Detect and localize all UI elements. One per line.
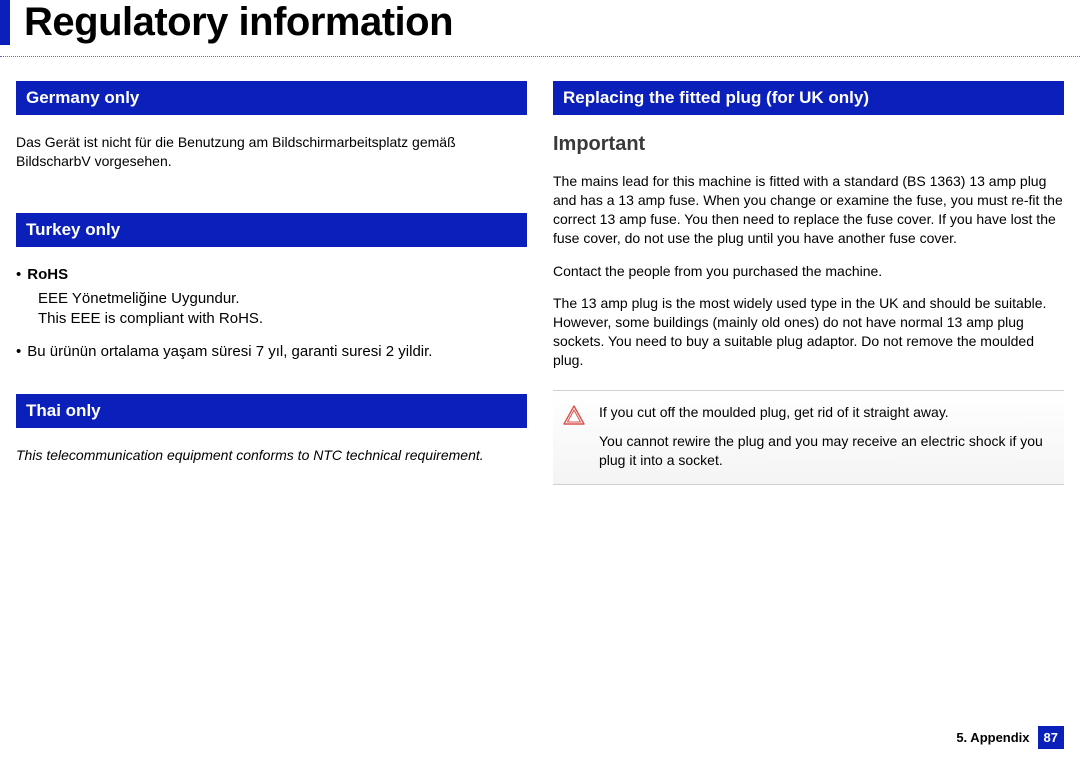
warning-box: If you cut off the moulded plug, get rid… — [553, 390, 1064, 485]
rohs-label: RoHS — [27, 265, 68, 285]
right-column: Replacing the fitted plug (for UK only) … — [553, 75, 1064, 485]
page-title: Regulatory information — [24, 0, 1080, 45]
title-underline — [0, 56, 1080, 57]
thai-body: This telecommunication equipment conform… — [16, 446, 527, 465]
turkey-bullet-2: • Bu ürünün ortalama yaşam süresi 7 yıl,… — [16, 342, 527, 362]
section-germany-header: Germany only — [16, 81, 527, 115]
uk-p2: Contact the people from you purchased th… — [553, 262, 1064, 281]
warning-triangle-icon — [563, 405, 585, 470]
content-columns: Germany only Das Gerät ist nicht für die… — [0, 45, 1080, 485]
section-uk-header: Replacing the fitted plug (for UK only) — [553, 81, 1064, 115]
warn-line1: If you cut off the moulded plug, get rid… — [599, 403, 1054, 422]
turkey-bullet-rohs: • RoHS — [16, 265, 527, 285]
left-column: Germany only Das Gerät ist nicht für die… — [16, 75, 527, 485]
bullet-icon: • — [16, 342, 21, 362]
uk-p1: The mains lead for this machine is fitte… — [553, 172, 1064, 248]
bullet-icon: • — [16, 265, 21, 285]
footer-chapter: 5. Appendix — [956, 730, 1029, 745]
uk-p3: The 13 amp plug is the most widely used … — [553, 294, 1064, 370]
section-thai-header: Thai only — [16, 394, 527, 428]
germany-body: Das Gerät ist nicht für die Benutzung am… — [16, 133, 527, 171]
section-turkey-header: Turkey only — [16, 213, 527, 247]
turkey-line2: This EEE is compliant with RoHS. — [16, 309, 527, 329]
footer-page-number: 87 — [1038, 726, 1064, 749]
warn-line2: You cannot rewire the plug and you may r… — [599, 432, 1054, 470]
important-label: Important — [553, 133, 1064, 156]
turkey-line1: EEE Yönetmeliğine Uygundur. — [16, 289, 527, 309]
page-footer: 5. Appendix 87 — [956, 726, 1064, 749]
turkey-bullet2-text: Bu ürünün ortalama yaşam süresi 7 yıl, g… — [27, 342, 432, 362]
warning-text: If you cut off the moulded plug, get rid… — [599, 403, 1054, 470]
